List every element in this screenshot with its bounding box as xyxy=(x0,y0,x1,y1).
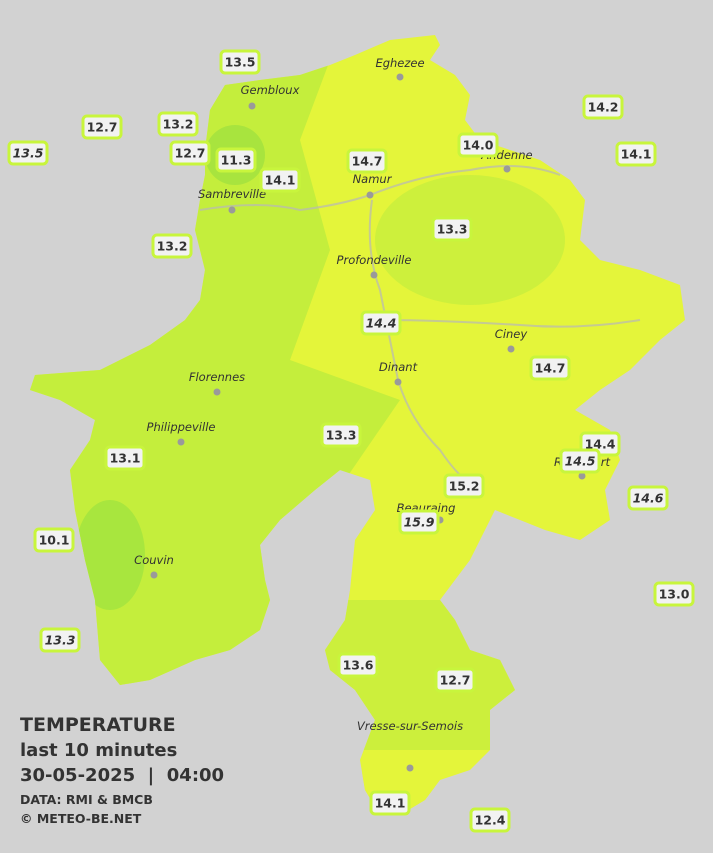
town-name: Vresse-sur-Semois xyxy=(357,719,463,733)
town-dot xyxy=(503,165,511,173)
town-name: Eghezee xyxy=(375,56,424,70)
station-value: 14.1 xyxy=(265,173,296,188)
station-value: 14.0 xyxy=(463,138,494,153)
station-box xyxy=(337,652,379,678)
copyright: © METEO-BE.NET xyxy=(20,811,142,826)
station-value: 11.3 xyxy=(221,153,252,168)
town-dot xyxy=(370,271,378,279)
station-box xyxy=(151,233,193,259)
town-name: Dinant xyxy=(379,360,418,374)
title: TEMPERATURE xyxy=(20,714,176,736)
station-value: 12.7 xyxy=(175,146,206,161)
station-box xyxy=(529,355,571,381)
station-box xyxy=(320,422,362,448)
town-dot xyxy=(228,206,236,214)
station-box xyxy=(469,807,511,833)
station-value: 14.7 xyxy=(352,154,383,169)
town-dot xyxy=(406,764,414,772)
station-value: 13.0 xyxy=(659,587,690,602)
town-name: Profondeville xyxy=(337,253,412,267)
station-value: 13.3 xyxy=(437,222,468,237)
town-dot xyxy=(578,472,586,480)
town-name: Florennes xyxy=(189,370,245,384)
town-dot xyxy=(396,73,404,81)
station-box xyxy=(360,310,402,336)
station-value: 12.7 xyxy=(87,120,118,135)
period: last 10 minutes xyxy=(20,740,177,761)
station-box xyxy=(259,167,301,193)
station-box xyxy=(443,473,485,499)
station-box xyxy=(369,790,411,816)
station-value: 14.7 xyxy=(535,361,566,376)
station-value: 14.4 xyxy=(366,316,397,331)
town-name: Couvin xyxy=(134,553,174,567)
station-value: 14.2 xyxy=(588,100,619,115)
station-box xyxy=(653,581,695,607)
station-box xyxy=(582,94,624,120)
station-box xyxy=(39,627,81,653)
station-box xyxy=(431,216,473,242)
town-dot xyxy=(177,438,185,446)
town-dot xyxy=(366,191,374,199)
station-value: 14.4 xyxy=(585,437,616,452)
station-box xyxy=(81,114,123,140)
station-box xyxy=(219,49,261,75)
station-box xyxy=(398,509,440,535)
town-dot xyxy=(150,571,158,579)
station-value: 14.5 xyxy=(565,454,596,469)
station-box xyxy=(559,448,601,474)
station-value: 15.9 xyxy=(404,515,435,530)
station-value: 14.6 xyxy=(633,491,664,506)
station-value: 13.5 xyxy=(225,55,256,70)
station-value: 13.3 xyxy=(326,428,357,443)
station-value: 14.1 xyxy=(375,796,406,811)
town-dot xyxy=(248,102,256,110)
town-dot xyxy=(507,345,515,353)
town-name: Namur xyxy=(353,172,393,186)
station-box xyxy=(33,527,75,553)
station-value: 12.4 xyxy=(475,813,506,828)
station-box xyxy=(615,141,657,167)
station-value: 12.7 xyxy=(440,673,471,688)
station-box xyxy=(457,132,499,158)
station-box xyxy=(215,147,257,173)
station-box xyxy=(346,148,388,174)
station-box xyxy=(7,140,49,166)
station-box xyxy=(627,485,669,511)
town-name: Sambreville xyxy=(198,187,266,201)
station-value: 13.1 xyxy=(110,451,141,466)
source: DATA: RMI & BMCB xyxy=(20,792,153,807)
station-value: 13.2 xyxy=(157,239,188,254)
station-value: 14.1 xyxy=(621,147,652,162)
town-name: Philippeville xyxy=(147,420,216,434)
station-value: 13.5 xyxy=(13,146,44,161)
station-box xyxy=(169,140,211,166)
station-box xyxy=(434,667,476,693)
station-box xyxy=(104,445,146,471)
station-value: 13.6 xyxy=(343,658,374,673)
town-dot xyxy=(213,388,221,396)
station-value: 10.1 xyxy=(39,533,70,548)
datetime: 30-05-2025 | 04:00 xyxy=(20,765,224,786)
town-dot xyxy=(394,378,402,386)
station-value: 13.3 xyxy=(45,633,76,648)
station-value: 15.2 xyxy=(449,479,480,494)
station-value: 13.2 xyxy=(163,117,194,132)
town-name: Ciney xyxy=(495,327,528,341)
station-box xyxy=(157,111,199,137)
town-name: Gembloux xyxy=(241,83,300,97)
